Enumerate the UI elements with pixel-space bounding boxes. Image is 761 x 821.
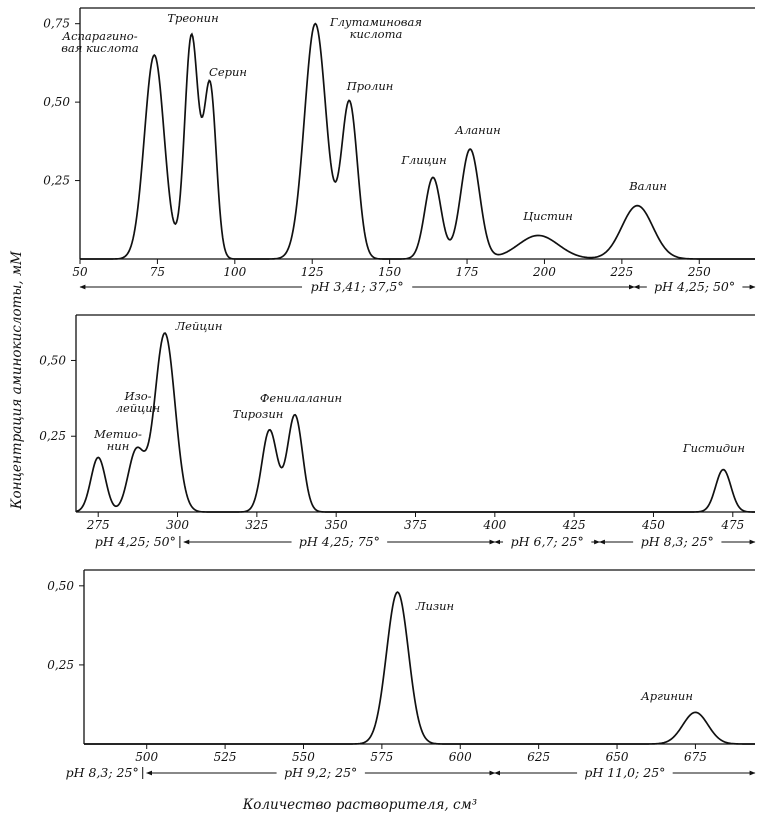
elution-curve xyxy=(75,332,755,513)
x-tick-label: 425 xyxy=(562,518,586,532)
peak-label: Пролин xyxy=(346,79,394,93)
ph-label: pH 3,41; 37,5° xyxy=(311,279,404,294)
x-tick-label: 325 xyxy=(245,518,268,532)
x-tick-label: 75 xyxy=(150,265,165,279)
x-tick-label: 375 xyxy=(404,518,427,532)
x-tick-label: 575 xyxy=(370,750,393,764)
peak-label: Тирозин xyxy=(233,407,284,421)
peak-label: Глутаминовая кислота xyxy=(329,15,422,41)
x-tick-label: 600 xyxy=(449,750,472,764)
ph-segment: pH 6,7; 25° xyxy=(494,534,601,549)
peak-label: Фенилаланин xyxy=(260,391,342,405)
peak-label: Глицин xyxy=(400,153,446,167)
x-tick-label: 550 xyxy=(292,750,315,764)
ph-label: pH 4,25; 50° xyxy=(95,534,176,549)
y-tick-label: 0,25 xyxy=(39,429,66,443)
y-tick-label: 0,75 xyxy=(43,17,70,31)
chart-panel-2: 275 300 325 350 375 400 425 450 475 0,25 0,50 Метио… xyxy=(39,314,756,549)
ph-label: pH 8,3; 25° xyxy=(641,534,714,549)
peak-label: Аргинин xyxy=(640,689,693,703)
y-tick-label: 0,25 xyxy=(47,658,74,672)
ph-label: pH 8,3; 25° xyxy=(66,765,139,780)
x-axis-title: Количество растворителя, см³ xyxy=(242,797,477,813)
peak-label: Аспарагино-вая кислота xyxy=(61,29,139,55)
ph-label: pH 4,25; 50° xyxy=(654,279,735,294)
peak-label: Лизин xyxy=(415,599,454,613)
y-tick-label: 0,50 xyxy=(39,353,66,367)
ph-segment: pH 4,25; 75° xyxy=(183,534,496,549)
y-tick-label: 0,50 xyxy=(43,95,70,109)
ph-label: pH 9,2; 25° xyxy=(284,765,357,780)
ph-segment: pH 9,2; 25° xyxy=(146,765,496,780)
peak-label: Треонин xyxy=(167,11,218,25)
peak-label: Изо-лейцин xyxy=(116,389,161,415)
peak-label: Метио-нин xyxy=(93,427,142,453)
x-tick-label: 125 xyxy=(301,265,324,279)
ph-segment: pH 3,41; 37,5° xyxy=(79,279,635,294)
ph-segment: pH 8,3; 25° xyxy=(598,534,756,549)
x-tick-label: 475 xyxy=(720,518,744,532)
peak-label: Серин xyxy=(209,65,247,79)
x-tick-label: 300 xyxy=(166,518,189,532)
ph-label: pH 11,0; 25° xyxy=(584,765,665,780)
y-axis-title: Концентрация аминокислоты, мМ xyxy=(9,250,25,510)
x-tick-label: 650 xyxy=(606,750,629,764)
x-tick-label: 225 xyxy=(609,265,633,279)
y-tick-label: 0,50 xyxy=(47,579,74,593)
x-tick-label: 450 xyxy=(641,518,665,532)
ph-segment: pH 11,0; 25° xyxy=(494,765,756,780)
x-tick-label: 275 xyxy=(86,518,110,532)
x-tick-label: 175 xyxy=(456,265,479,279)
elution-curve xyxy=(84,591,755,745)
x-tick-label: 500 xyxy=(135,750,158,764)
ph-label: pH 4,25; 75° xyxy=(299,534,380,549)
x-tick-label: 350 xyxy=(325,518,348,532)
x-tick-label: 50 xyxy=(72,265,88,279)
chart-panel-1: 50 75 100 125 150 175 200 225 250 0,25 0,50 0,75Асп… xyxy=(43,7,756,294)
ph-segment: pH 4,25; 50° xyxy=(633,279,756,294)
ph-segment: pH 8,3; 25° xyxy=(66,765,144,780)
peak-label: Цистин xyxy=(523,209,573,223)
peak-label: Лейцин xyxy=(175,319,223,333)
x-tick-label: 675 xyxy=(684,750,707,764)
x-tick-label: 100 xyxy=(223,265,246,279)
peak-label: Валин xyxy=(628,179,667,193)
x-tick-label: 625 xyxy=(527,750,550,764)
x-tick-label: 250 xyxy=(687,265,711,279)
ph-label: pH 6,7; 25° xyxy=(511,534,584,549)
peak-label: Аланин xyxy=(454,123,500,137)
ph-segment: pH 4,25; 50° xyxy=(95,534,181,549)
chart-panel-3: 500 525 550 575 600 625 650 675 0,25 0,50 Лизин Арг… xyxy=(47,569,756,780)
elution-curve xyxy=(80,22,755,260)
x-tick-label: 150 xyxy=(378,265,401,279)
y-tick-label: 0,25 xyxy=(43,174,70,188)
x-tick-label: 200 xyxy=(532,265,556,279)
x-tick-label: 525 xyxy=(214,750,237,764)
x-tick-label: 400 xyxy=(482,518,506,532)
peak-label: Гистидин xyxy=(682,441,745,455)
